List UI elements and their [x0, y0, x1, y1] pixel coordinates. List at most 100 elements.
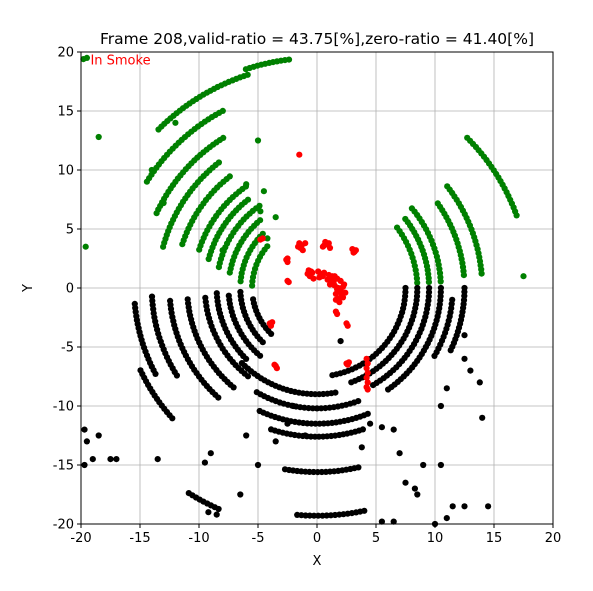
x-tick-label: 10 [427, 531, 444, 546]
data-point [437, 461, 444, 469]
data-point [257, 352, 264, 359]
data-point [449, 503, 456, 510]
data-point [449, 296, 456, 303]
data-point [363, 355, 370, 362]
data-point [95, 133, 102, 141]
data-point [259, 235, 266, 242]
data-point [302, 432, 309, 439]
x-tick-label: 15 [486, 531, 503, 546]
data-point [390, 426, 397, 433]
data-point [464, 134, 471, 141]
x-tick-label: 20 [545, 531, 562, 546]
data-point [364, 410, 371, 417]
data-point [364, 386, 371, 393]
data-point [201, 459, 208, 466]
data-point [359, 426, 366, 433]
data-point [215, 505, 222, 513]
data-point [461, 355, 468, 362]
data-point [394, 224, 401, 231]
data-point [332, 290, 339, 297]
y-tick-label: -5 [61, 341, 74, 356]
data-point [367, 420, 374, 427]
data-point [152, 370, 159, 377]
data-point [321, 242, 328, 249]
data-point [402, 284, 409, 292]
data-point [414, 491, 421, 498]
chart-title: Frame 208,valid-ratio = 43.75[%],zero-ra… [100, 30, 534, 48]
y-tick-label: 5 [66, 223, 74, 238]
annotation-text: In Smoke [90, 53, 150, 68]
data-point [344, 361, 351, 368]
data-point [344, 322, 351, 329]
data-point [237, 491, 244, 498]
data-point [249, 282, 256, 289]
data-point [355, 464, 362, 471]
data-point [284, 420, 291, 427]
data-point [467, 367, 474, 374]
data-point [257, 208, 264, 215]
data-point [302, 240, 309, 247]
data-point [290, 402, 297, 410]
data-point [390, 518, 397, 525]
data-point [213, 511, 220, 518]
data-point [352, 247, 359, 254]
x-tick-label: -20 [70, 531, 91, 546]
data-point [81, 461, 88, 469]
data-point [160, 199, 167, 207]
data-point [254, 461, 262, 469]
data-point [237, 278, 244, 285]
data-point [207, 450, 214, 457]
data-point [230, 384, 237, 391]
data-point [254, 137, 262, 144]
data-point [272, 438, 279, 445]
data-point [434, 200, 441, 207]
data-point [296, 151, 303, 158]
data-point [363, 365, 370, 372]
data-point [260, 188, 267, 195]
data-point [272, 214, 279, 221]
data-point [242, 66, 249, 73]
data-point [461, 284, 468, 292]
x-tick-label: -15 [129, 531, 150, 546]
data-point [326, 244, 334, 251]
data-point [479, 414, 486, 421]
data-point [364, 360, 371, 367]
data-point [443, 515, 450, 522]
y-tick-label: -10 [53, 400, 74, 415]
data-point [444, 183, 451, 190]
x-tick-label: -5 [252, 531, 265, 546]
data-point [520, 273, 527, 280]
data-point [148, 166, 155, 174]
data-point [426, 284, 433, 292]
data-point [476, 379, 483, 386]
y-axis-label: Y [21, 284, 36, 293]
data-point [153, 210, 160, 217]
data-point [107, 456, 114, 463]
data-point [332, 296, 339, 303]
data-point [205, 509, 212, 516]
data-point [358, 444, 365, 451]
data-point [364, 369, 371, 377]
data-point [83, 438, 90, 445]
data-point [402, 215, 409, 223]
data-point [364, 379, 371, 386]
data-point [244, 373, 252, 380]
data-point [83, 54, 90, 62]
data-point [196, 246, 203, 253]
data-point [283, 256, 290, 263]
y-tick-label: -15 [53, 459, 74, 474]
grid-lines [80, 51, 554, 525]
data-point [82, 243, 89, 250]
data-point [243, 432, 250, 439]
data-point [215, 264, 222, 271]
data-point [315, 512, 322, 519]
data-point [226, 269, 233, 276]
data-point [461, 332, 468, 339]
data-point [179, 241, 186, 248]
data-point [378, 424, 385, 431]
data-point [337, 338, 344, 345]
data-point [396, 450, 403, 457]
y-tick-label: -20 [53, 518, 74, 533]
data-point [310, 275, 317, 282]
